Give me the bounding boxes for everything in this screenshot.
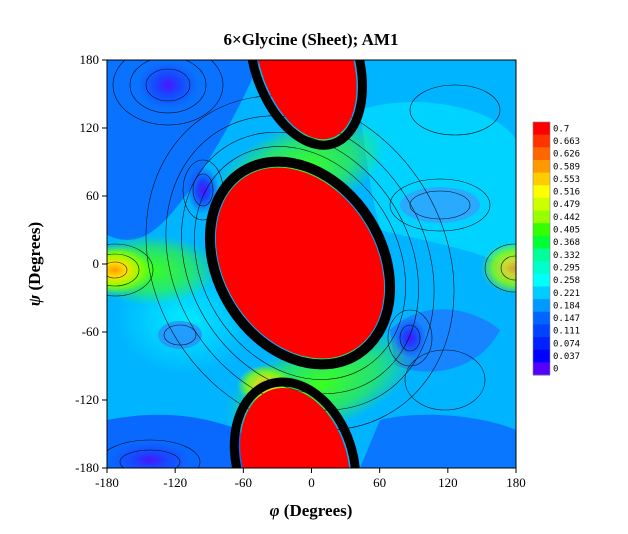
minimum-left xyxy=(187,166,219,214)
x-axis-text: (Degrees) xyxy=(280,501,353,520)
colorbar-swatch xyxy=(533,337,550,351)
high-region-bottom xyxy=(240,387,350,468)
x-tick-label: -60 xyxy=(235,475,252,490)
colorbar-label: 0 xyxy=(553,365,558,375)
colorbar-swatch xyxy=(533,324,550,338)
x-tick-label: 60 xyxy=(373,475,386,490)
colorbar-label: 0.295 xyxy=(553,263,580,273)
colorbar-swatch xyxy=(533,261,550,275)
contour-lines xyxy=(107,60,516,468)
x-tick-label: 0 xyxy=(308,475,315,490)
colorbar-label: 0.332 xyxy=(553,251,580,261)
colorbar-label: 0.7 xyxy=(553,124,569,134)
y-axis-text: (Degrees) xyxy=(25,222,44,295)
colorbar-label: 0.184 xyxy=(553,301,580,311)
colorbar-swatch xyxy=(533,248,550,262)
colorbar-swatch xyxy=(533,235,550,249)
high-region-halos xyxy=(204,60,396,468)
plot-area xyxy=(107,60,516,468)
colorbar-label: 0.553 xyxy=(553,175,580,185)
colorbar-label: 0.368 xyxy=(553,238,580,248)
x-tick-label: 120 xyxy=(438,475,458,490)
colorbar-swatch xyxy=(533,223,550,237)
colorbar-frame xyxy=(532,121,551,376)
colorbar-label: 0.037 xyxy=(553,352,580,362)
minimum-top-left xyxy=(138,61,198,109)
colorbar-label: 0.516 xyxy=(553,188,580,198)
colorbar-label: 0.663 xyxy=(553,137,580,147)
y-tick-label: 120 xyxy=(80,120,100,135)
y-axis-label: ψ (Degrees) xyxy=(25,222,44,306)
colorbar-label: 0.147 xyxy=(553,314,580,324)
y-tick-label: 60 xyxy=(86,188,99,203)
y-tick-label: -120 xyxy=(75,392,99,407)
colorbar-swatch xyxy=(533,134,550,148)
colorbar-swatch xyxy=(533,273,550,287)
colorbar-label: 0.258 xyxy=(553,276,580,286)
colorbar-label: 0.626 xyxy=(553,150,580,160)
cyan-field-right xyxy=(360,101,516,270)
colorbar: 0.7 0.663 0.626 0.589 0.553 0.516 0.479 0.442 0.… xyxy=(532,121,580,376)
blue-band-bottom-right xyxy=(360,414,516,468)
colorbar-label: 0.074 xyxy=(553,339,580,349)
colorbar-swatch xyxy=(533,147,550,161)
colorbar-swatch xyxy=(533,159,550,174)
blue-band-top-left xyxy=(107,60,260,240)
colorbar-swatch xyxy=(533,197,550,212)
colorbar-swatch xyxy=(533,286,550,300)
minimum-upper-right xyxy=(400,187,480,223)
high-region-top xyxy=(255,60,357,140)
colorbar-label: 0.479 xyxy=(553,200,580,210)
x-tick-label: -180 xyxy=(95,475,119,490)
x-axis-symbol: φ xyxy=(270,501,280,520)
high-region-center xyxy=(215,167,385,359)
x-tick-label: -120 xyxy=(163,475,187,490)
y-tick-label: 180 xyxy=(80,52,100,67)
colorbar-swatch xyxy=(533,122,550,136)
y-tick-label: -60 xyxy=(82,324,99,339)
colorbar-swatch xyxy=(533,299,550,313)
colorbar-label: 0.111 xyxy=(553,327,580,337)
minimum-bottom-left xyxy=(110,442,190,468)
colorbar-swatch xyxy=(533,210,550,224)
y-tick-label: -180 xyxy=(75,460,99,475)
colorbar-label: 0.442 xyxy=(553,213,580,223)
local-max-left-edge xyxy=(107,246,153,294)
colorbar-label: 0.221 xyxy=(553,289,580,299)
colorbar-swatch xyxy=(533,349,550,363)
x-axis-ticks: -180 -120 -60 0 60 120 180 xyxy=(95,468,526,490)
colorbar-swatch xyxy=(533,172,550,186)
colorbar-label: 0.405 xyxy=(553,226,580,236)
colorbar-swatch xyxy=(533,311,550,325)
x-axis-label: φ (Degrees) xyxy=(270,501,353,520)
chart-title: 6×Glycine (Sheet); AM1 xyxy=(224,30,399,49)
y-axis-ticks: 180 120 60 0 -60 -120 -180 xyxy=(75,52,107,475)
y-tick-label: 0 xyxy=(93,256,100,271)
colorbar-swatch xyxy=(533,185,550,199)
colorbar-swatch xyxy=(533,362,550,376)
x-tick-label: 180 xyxy=(506,475,526,490)
y-axis-symbol: ψ xyxy=(25,294,44,306)
minimum-right xyxy=(394,318,426,358)
colorbar-label: 0.589 xyxy=(553,162,580,172)
